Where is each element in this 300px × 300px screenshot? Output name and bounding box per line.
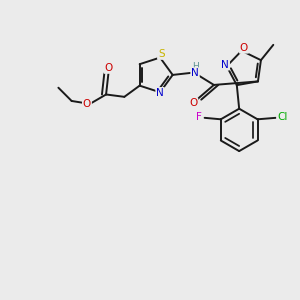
Text: N: N [221,60,229,70]
Text: O: O [189,98,197,108]
Text: O: O [104,63,112,73]
Text: H: H [192,61,198,70]
Text: O: O [240,43,248,53]
Text: F: F [196,112,202,122]
Text: N: N [156,88,164,98]
Text: S: S [158,49,164,59]
Text: O: O [83,99,91,109]
Text: Cl: Cl [277,112,287,122]
Text: N: N [191,68,199,78]
